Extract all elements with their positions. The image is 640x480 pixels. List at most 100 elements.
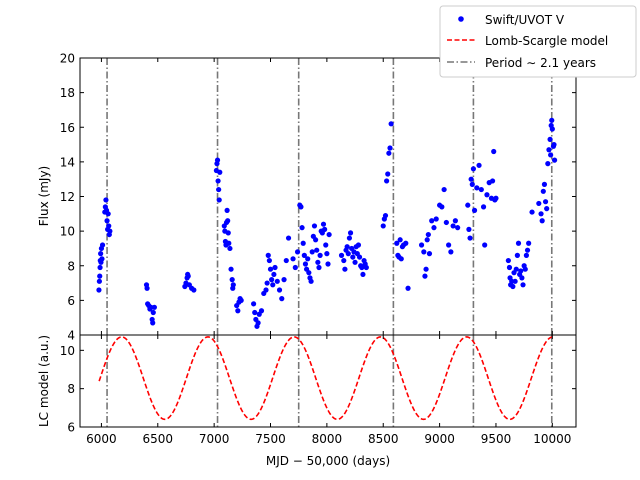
data-point xyxy=(342,266,348,272)
y-tick-label: 8 xyxy=(67,259,75,273)
data-point xyxy=(298,204,304,210)
data-point xyxy=(216,186,222,193)
data-point xyxy=(450,223,456,229)
data-point xyxy=(491,148,497,155)
data-point xyxy=(515,240,522,246)
data-point xyxy=(482,242,488,248)
data-point xyxy=(470,166,477,172)
data-point xyxy=(421,249,427,255)
data-point xyxy=(271,271,277,278)
data-point xyxy=(323,242,329,248)
data-point xyxy=(263,287,269,293)
model-curve xyxy=(98,336,553,421)
data-point xyxy=(433,216,439,222)
data-point xyxy=(276,287,283,293)
data-point xyxy=(510,283,516,290)
data-point xyxy=(345,251,351,257)
data-point xyxy=(425,231,431,238)
data-point xyxy=(446,242,452,248)
data-point xyxy=(524,247,531,253)
data-point xyxy=(469,181,475,187)
legend: Swift/UVOT V Lomb-Scargle model Period ∼… xyxy=(439,5,637,78)
data-point xyxy=(346,235,353,241)
data-point xyxy=(522,266,528,272)
data-point xyxy=(512,278,518,284)
data-point xyxy=(301,252,307,258)
data-point xyxy=(350,254,356,260)
data-point xyxy=(465,202,471,208)
data-point xyxy=(308,278,314,284)
x-tick-label: 6500 xyxy=(143,432,174,446)
legend-frame xyxy=(439,5,637,78)
data-point xyxy=(324,251,330,257)
data-point xyxy=(387,145,393,151)
data-point xyxy=(422,273,428,279)
data-point xyxy=(467,235,473,241)
data-point xyxy=(344,244,350,250)
data-point xyxy=(302,261,309,267)
data-point xyxy=(506,264,513,271)
data-point xyxy=(398,256,404,262)
data-point xyxy=(505,257,511,264)
data-point xyxy=(536,200,542,207)
data-point xyxy=(493,195,499,201)
data-point xyxy=(96,278,102,284)
data-point xyxy=(99,242,106,248)
data-point xyxy=(466,226,472,232)
data-point xyxy=(150,320,156,326)
legend-marker-data xyxy=(458,16,464,22)
data-point xyxy=(238,297,244,303)
data-point xyxy=(97,264,103,271)
data-point xyxy=(315,259,321,265)
data-point xyxy=(314,247,320,253)
data-point xyxy=(144,285,150,291)
data-point xyxy=(551,141,557,148)
data-point xyxy=(105,211,111,217)
data-point xyxy=(538,211,544,217)
data-point xyxy=(347,230,354,236)
data-point xyxy=(480,204,487,210)
data-point xyxy=(523,252,530,258)
data-point xyxy=(455,225,461,231)
data-point xyxy=(539,218,545,224)
flux-y-axis-label: Flux (mJy) xyxy=(37,166,51,226)
data-point xyxy=(326,231,332,238)
data-point xyxy=(325,261,331,267)
y-tick-label: 10 xyxy=(60,344,75,358)
data-point xyxy=(338,252,345,258)
data-point xyxy=(269,277,275,283)
x-tick-label: 8500 xyxy=(368,432,399,446)
data-point xyxy=(322,226,328,232)
data-point xyxy=(423,266,429,272)
data-point xyxy=(230,282,236,288)
data-point xyxy=(151,304,157,310)
data-point xyxy=(106,223,112,229)
data-point xyxy=(418,242,425,248)
data-point xyxy=(191,287,197,293)
data-point xyxy=(540,188,546,194)
data-point xyxy=(426,251,433,257)
data-point xyxy=(281,277,287,283)
data-point xyxy=(272,264,278,271)
data-point xyxy=(150,309,156,316)
data-point xyxy=(424,237,430,243)
data-point xyxy=(215,178,221,184)
data-point xyxy=(363,264,369,271)
data-point xyxy=(267,266,274,272)
data-point xyxy=(98,251,104,257)
data-point xyxy=(279,296,285,302)
data-point xyxy=(235,308,241,314)
data-point xyxy=(468,176,474,182)
data-point xyxy=(274,278,280,284)
data-point xyxy=(548,152,554,158)
data-point xyxy=(429,218,435,224)
data-point xyxy=(228,266,234,272)
data-point xyxy=(439,204,445,210)
data-point xyxy=(285,235,292,241)
data-point xyxy=(542,199,549,205)
x-tick-label: 7000 xyxy=(199,432,230,446)
data-point xyxy=(385,171,391,177)
data-point xyxy=(448,249,454,255)
data-point xyxy=(489,178,496,184)
data-point xyxy=(541,181,548,187)
